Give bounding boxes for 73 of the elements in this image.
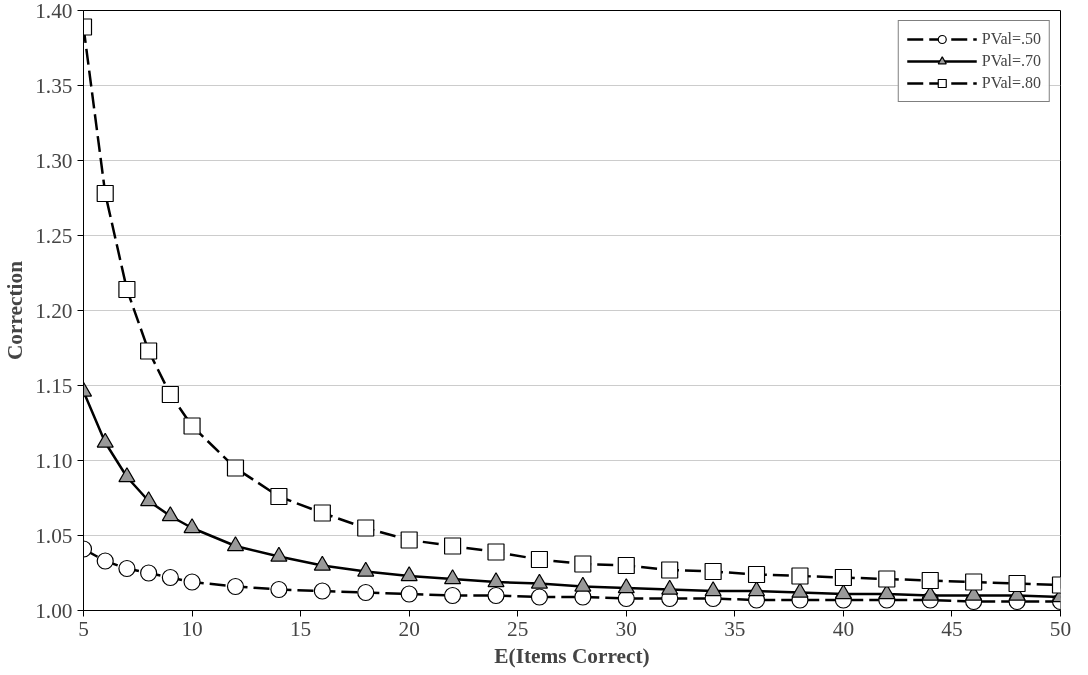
point <box>118 467 136 483</box>
point <box>357 519 375 537</box>
x-tick-label: 45 <box>941 616 963 641</box>
x-tick-label: 20 <box>398 616 420 641</box>
point <box>161 568 179 587</box>
x-tick-label: 40 <box>832 616 855 641</box>
point <box>357 583 375 602</box>
point <box>834 568 852 587</box>
point <box>118 280 136 299</box>
point <box>487 572 505 588</box>
legend-label: PVal=.80 <box>981 74 1041 92</box>
y-tick-label: 1.30 <box>35 148 73 173</box>
y-tick-label: 1.05 <box>35 523 73 548</box>
x-tick-label: 30 <box>615 616 637 641</box>
point <box>140 342 158 360</box>
point <box>661 561 679 579</box>
point <box>226 536 245 552</box>
legend-label: PVal=.50 <box>981 30 1041 48</box>
x-tick-label: 35 <box>724 616 746 641</box>
point <box>1008 574 1026 593</box>
x-tick-label: 50 <box>1049 616 1072 641</box>
x-tick-label: 10 <box>181 616 203 641</box>
y-tick-label: 1.00 <box>35 598 73 623</box>
y-tick-label: 1.40 <box>35 0 73 23</box>
y-tick-label: 1.35 <box>35 73 73 98</box>
x-axis-title: E(Items Correct) <box>494 643 650 668</box>
point <box>530 588 549 606</box>
x-tick-label: 5 <box>78 616 89 641</box>
point <box>226 459 245 477</box>
point <box>617 556 635 575</box>
y-tick-label: 1.10 <box>35 448 73 473</box>
point <box>400 566 418 582</box>
y-tick-label: 1.25 <box>35 223 73 248</box>
point <box>161 506 179 522</box>
point <box>96 552 114 570</box>
point <box>530 550 549 569</box>
point <box>443 537 462 555</box>
point <box>183 417 201 435</box>
point <box>400 585 418 603</box>
point <box>400 531 418 549</box>
point <box>161 385 179 404</box>
point <box>834 584 852 600</box>
point <box>747 565 766 584</box>
y-tick-label: 1.20 <box>35 298 73 323</box>
point <box>270 487 288 506</box>
point <box>617 578 635 594</box>
point <box>118 559 136 578</box>
point <box>704 581 722 597</box>
point <box>965 573 983 591</box>
point <box>140 564 158 582</box>
x-tick-label: 25 <box>507 616 529 641</box>
legend-label: PVal=.70 <box>981 52 1041 70</box>
point <box>878 570 896 588</box>
point <box>226 577 245 596</box>
point <box>487 586 505 605</box>
point <box>96 184 114 203</box>
point <box>183 573 201 591</box>
point <box>574 555 592 573</box>
y-tick-label: 1.15 <box>35 373 73 398</box>
point <box>140 491 158 507</box>
point <box>443 586 462 605</box>
point <box>443 569 462 585</box>
point <box>183 518 201 534</box>
point <box>313 504 331 522</box>
point <box>270 580 288 599</box>
x-tick-label: 15 <box>289 616 312 641</box>
y-axis-title: Correction <box>3 260 28 361</box>
point <box>313 582 331 600</box>
point <box>791 567 809 585</box>
point <box>704 562 722 581</box>
point <box>921 571 939 590</box>
point <box>487 543 505 561</box>
point <box>747 581 766 597</box>
